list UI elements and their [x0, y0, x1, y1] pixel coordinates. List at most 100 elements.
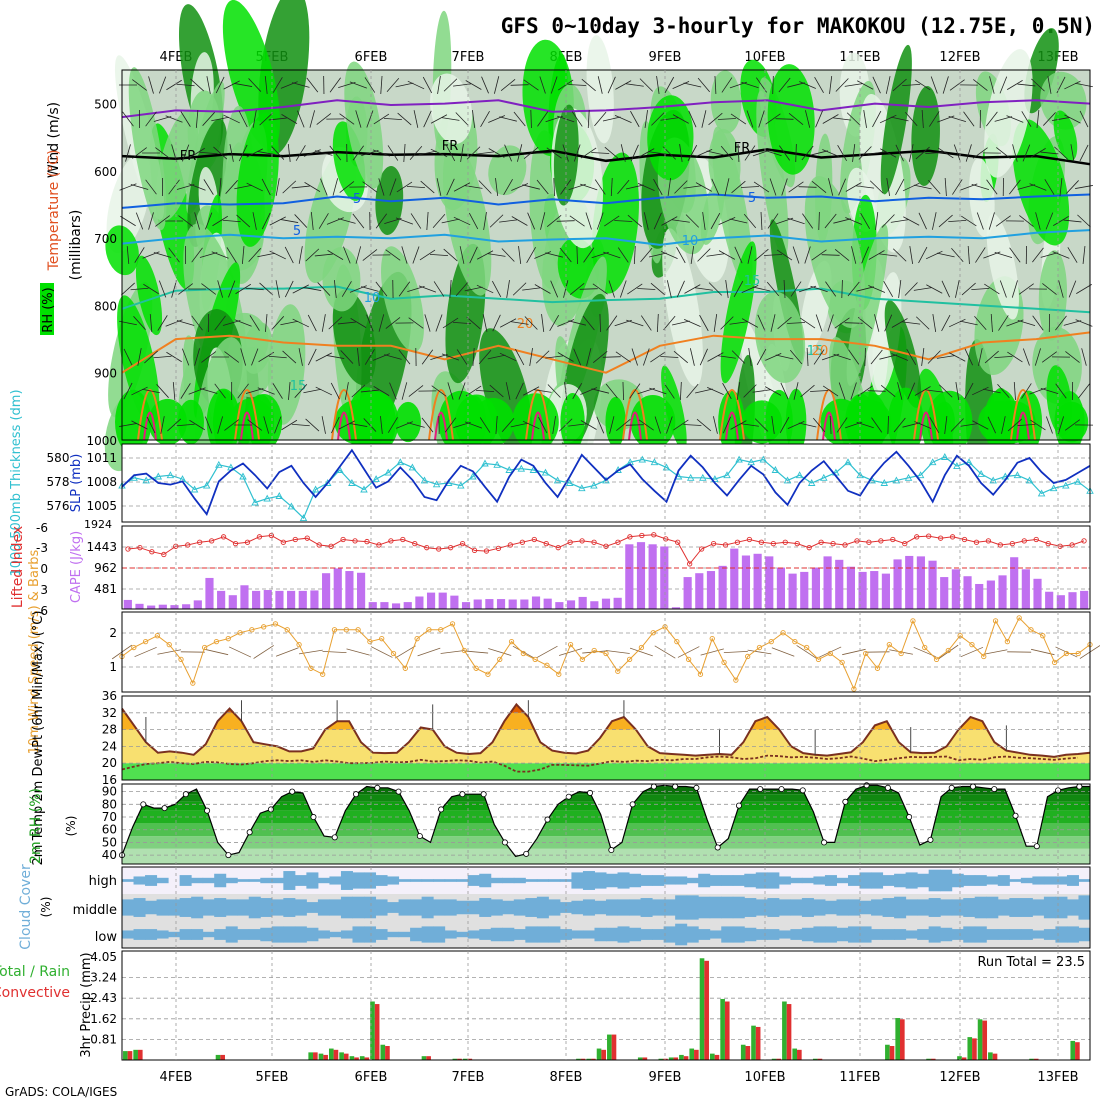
- rh2m-point: [906, 814, 913, 821]
- wind10m-point: [697, 671, 704, 677]
- wind-barb: [422, 76, 433, 94]
- wind-barb: [234, 184, 253, 190]
- lifted-index-axis-label: Lifted Index: [10, 526, 26, 608]
- wind-barb: [856, 286, 874, 292]
- cloud-cell: [237, 879, 250, 882]
- cloud-cell: [248, 929, 261, 940]
- wind-barb: [683, 82, 702, 88]
- wind-barb: [721, 77, 733, 93]
- cape-tick: 481: [94, 582, 117, 596]
- rh-blob: [488, 145, 527, 196]
- wind-barb: [625, 424, 644, 426]
- cape-bar: [1080, 590, 1089, 609]
- wind-barb: [734, 246, 743, 264]
- wind-barb: [644, 110, 648, 128]
- rh-blob: [911, 86, 940, 186]
- cloud-cell: [848, 899, 861, 916]
- wind-barb: [552, 416, 556, 434]
- li-tick: -3: [36, 541, 48, 555]
- wind-barb: [378, 314, 385, 332]
- wind-barb: [994, 251, 1013, 259]
- cloud-cell: [122, 879, 135, 882]
- wind-barb: [568, 84, 587, 86]
- wind-barb: [987, 416, 997, 434]
- wind-barb: [932, 212, 937, 230]
- rh-tick: 50: [102, 835, 117, 849]
- wind-barb: [143, 283, 159, 295]
- wind-barb: [133, 316, 146, 330]
- wind-barb: [375, 281, 388, 297]
- cloud-cell: [824, 900, 837, 915]
- cloud-cell: [905, 872, 918, 889]
- cloud-cell: [652, 875, 665, 886]
- wind-barb: [406, 185, 425, 189]
- cloud-cell: [168, 899, 181, 916]
- wind-barb: [1022, 144, 1031, 162]
- cloud-cell: [387, 902, 400, 913]
- precip-total-bar: [689, 1048, 695, 1060]
- wind-barb: [767, 213, 779, 229]
- rh2m-point: [863, 782, 870, 789]
- wind-barb: [1081, 348, 1087, 366]
- wind10m-line: [121, 617, 1091, 691]
- precip-total-bar: [339, 1052, 344, 1060]
- cloud-cell: [824, 875, 837, 886]
- wind-barb: [274, 416, 282, 434]
- wind-barb: [1021, 111, 1032, 127]
- wind-barb: [789, 349, 803, 365]
- wind-barb: [212, 215, 228, 227]
- wind-barb: [190, 78, 205, 92]
- thickness-point: [590, 481, 598, 489]
- wind-barb: [989, 76, 995, 94]
- wind-barb: [936, 252, 955, 258]
- wind-barb: [123, 348, 133, 366]
- cloud-cell: [122, 930, 135, 939]
- cape-bar: [625, 544, 634, 609]
- thickness-point: [941, 453, 949, 460]
- wind-barb: [328, 316, 343, 330]
- lifted-index-point: [280, 539, 286, 545]
- wind-barb: [879, 354, 898, 360]
- wind-barb: [211, 116, 230, 122]
- wind-barb: [373, 386, 390, 396]
- wind-barb: [264, 76, 268, 94]
- wind-barb: [798, 186, 817, 188]
- wind10m-point: [839, 659, 845, 666]
- wind-barb: [653, 212, 662, 230]
- rh2m-point: [544, 816, 551, 823]
- wind-barb: [736, 382, 741, 400]
- cloud-cell: [675, 923, 688, 946]
- wind-barb: [499, 352, 517, 362]
- wind-barb: [304, 182, 321, 192]
- wind-barb: [168, 247, 180, 263]
- lifted-index-point: [603, 543, 609, 549]
- cape-bar: [368, 602, 377, 609]
- precip-conv-bar: [467, 1058, 473, 1060]
- wind-barb: [757, 314, 766, 332]
- lifted-index-point: [436, 546, 442, 552]
- cloud-cell: [974, 926, 987, 943]
- precip-conv-bar: [354, 1057, 359, 1060]
- wind-barb: [125, 144, 131, 162]
- wind-barb: [571, 111, 583, 127]
- wind-barb: [351, 384, 366, 398]
- precip-total-bar: [967, 1037, 973, 1060]
- wind-barb: [522, 184, 540, 190]
- thickness-point: [989, 476, 997, 484]
- cape-bar: [928, 560, 937, 609]
- cloud-cell: [375, 929, 388, 940]
- wind-barb: [620, 144, 626, 162]
- precip-total-bar: [926, 1058, 931, 1060]
- wind-barb: [886, 178, 890, 196]
- thickness-point: [190, 485, 199, 493]
- isotherm-line: [121, 331, 1091, 374]
- wind-barb: [550, 76, 558, 94]
- wind-barb: [375, 213, 388, 229]
- wind-barb: [666, 416, 673, 434]
- wind-barb: [643, 348, 650, 366]
- wind-barb: [515, 348, 525, 366]
- lifted-index-point: [961, 536, 968, 543]
- wind-barb: [160, 416, 165, 434]
- wind-barb: [466, 146, 481, 160]
